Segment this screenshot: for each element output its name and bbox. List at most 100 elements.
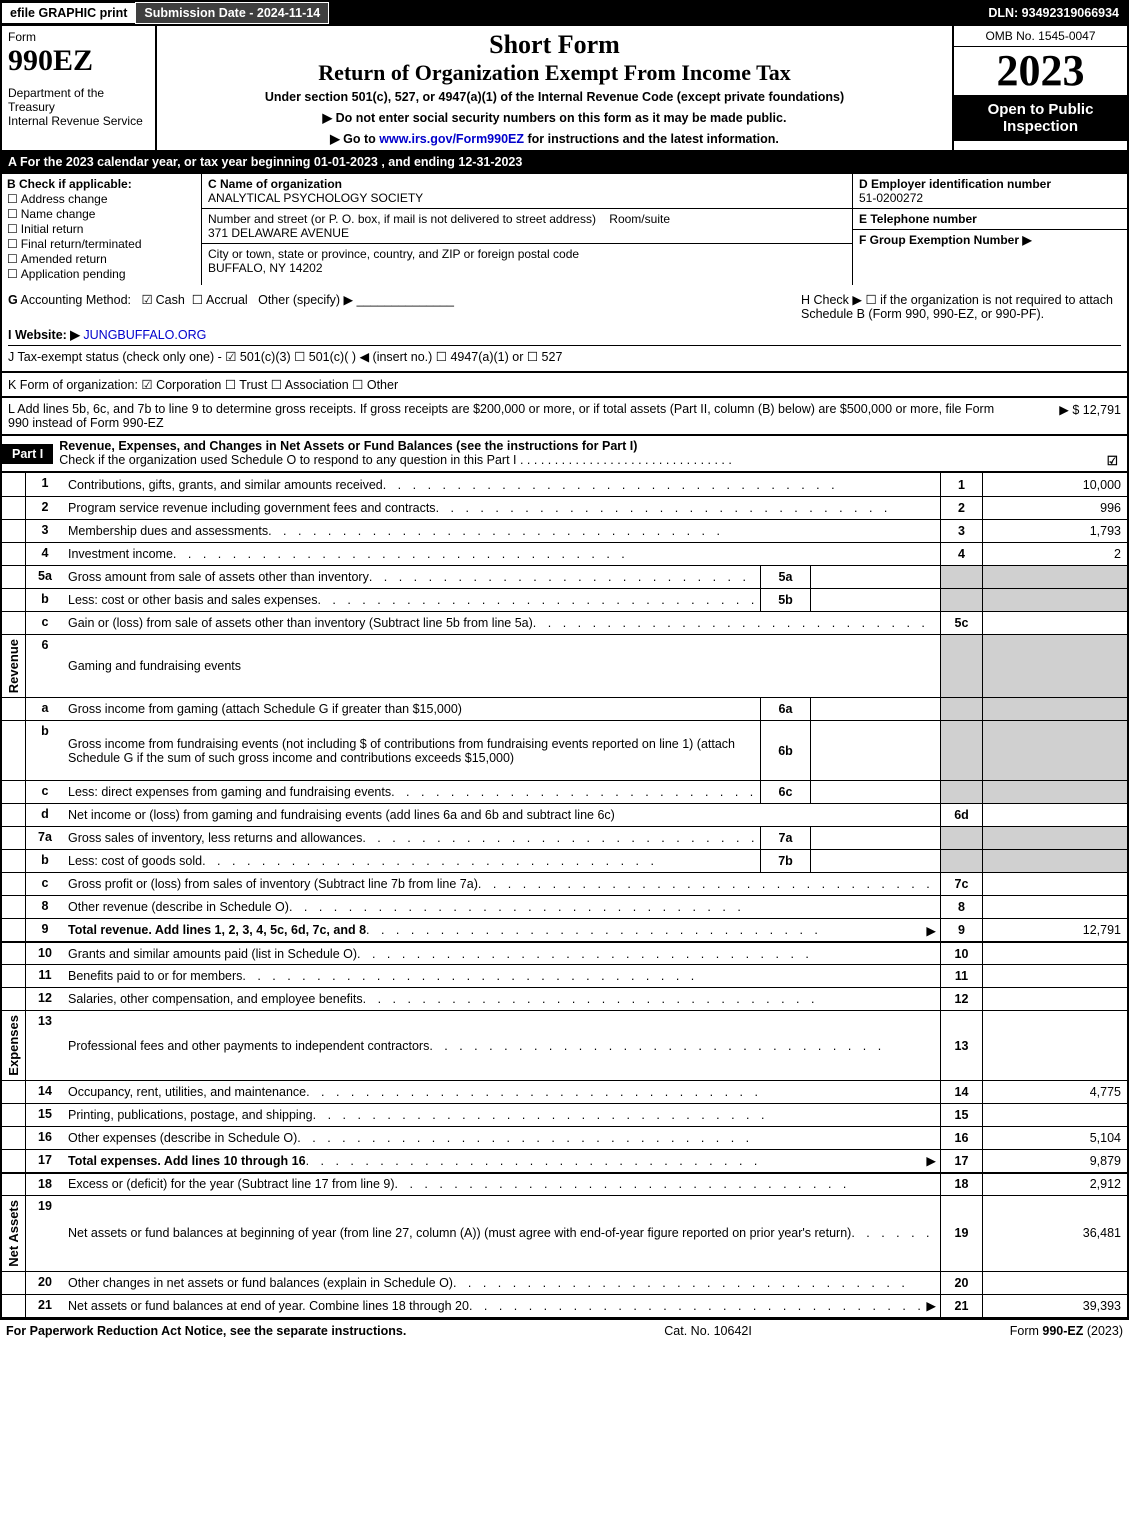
ln3-rn: 3 (940, 520, 982, 542)
arrow-icon: ▶ (926, 1298, 936, 1313)
chk-final-return[interactable]: Final return/terminated (7, 237, 196, 251)
chk-schedule-o[interactable] (1107, 453, 1121, 468)
c-name-label: C Name of organization (208, 177, 342, 191)
ln20-num: 20 (26, 1272, 64, 1294)
col-de: D Employer identification number 51-0200… (852, 174, 1127, 285)
part1-header: Part I Revenue, Expenses, and Changes in… (0, 436, 1129, 473)
line-7b: b Less: cost of goods sold. . . . . . . … (2, 849, 1127, 872)
ln15-rn: 15 (940, 1104, 982, 1126)
ln6c-mv (810, 781, 940, 803)
arrow-icon: ▶ (926, 1153, 936, 1168)
ln14-num: 14 (26, 1081, 64, 1103)
ln10-num: 10 (26, 943, 64, 964)
dots-icon: . . . . . . . . . . . . . . . . . . . . … (469, 1299, 926, 1313)
irs-link[interactable]: www.irs.gov/Form990EZ (379, 132, 524, 146)
ln1-rn: 1 (940, 473, 982, 496)
d-label: D Employer identification number (859, 177, 1051, 191)
ln5c-val (982, 612, 1127, 634)
ln10-desc: Grants and similar amounts paid (list in… (68, 947, 357, 961)
f-block: F Group Exemption Number ▶ (853, 230, 1127, 250)
tax-year: 2023 (954, 47, 1127, 95)
ln18-desc: Excess or (deficit) for the year (Subtra… (68, 1177, 395, 1191)
chk-address-change[interactable]: Address change (7, 192, 196, 206)
ln7a-val (982, 827, 1127, 849)
ln3-desc: Membership dues and assessments (68, 524, 268, 538)
ln7c-rn: 7c (940, 873, 982, 895)
dots-icon: . . . . . . . . . . . . . . . . . . . . … (362, 831, 756, 845)
chk-amended-return[interactable]: Amended return (7, 252, 196, 266)
ln21-rn: 21 (940, 1295, 982, 1317)
ln4-rn: 4 (940, 543, 982, 565)
ln6a-rn (940, 698, 982, 720)
ln6d-num: d (26, 804, 64, 826)
dots-icon: . . . . . . . . . . . . . . . . . . . . … (357, 947, 936, 961)
ln3-num: 3 (26, 520, 64, 542)
chk-initial-return[interactable]: Initial return (7, 222, 196, 236)
ln6b-mb: 6b (760, 721, 810, 780)
ln5a-rn (940, 566, 982, 588)
part1-title-text: Revenue, Expenses, and Changes in Net As… (59, 439, 637, 453)
website-link[interactable]: JUNGBUFFALO.ORG (83, 328, 206, 342)
e-label: E Telephone number (859, 212, 977, 226)
ln5b-mb: 5b (760, 589, 810, 611)
ln8-num: 8 (26, 896, 64, 918)
dots-icon: . . . . . . . . . . . . . . . . . . . . … (478, 877, 936, 891)
section-b-to-f: B Check if applicable: Address change Na… (0, 174, 1129, 285)
ln6d-rn: 6d (940, 804, 982, 826)
ln16-val: 5,104 (982, 1127, 1127, 1149)
ln6a-mv (810, 698, 940, 720)
ln18-val: 2,912 (982, 1174, 1127, 1195)
ln2-rn: 2 (940, 497, 982, 519)
form-number: 990EZ (8, 44, 149, 78)
ln21-val: 39,393 (982, 1295, 1127, 1317)
ln5c-num: c (26, 612, 64, 634)
line-6d: d Net income or (loss) from gaming and f… (2, 803, 1127, 826)
c-street-label: Number and street (or P. O. box, if mail… (208, 212, 596, 226)
top-bar: efile GRAPHIC print Submission Date - 20… (0, 0, 1129, 26)
line-19: Net Assets 19 Net assets or fund balance… (2, 1195, 1127, 1271)
header-middle: Short Form Return of Organization Exempt… (157, 26, 952, 150)
line-a: A For the 2023 calendar year, or tax yea… (0, 152, 1129, 174)
line-k: K Form of organization: ☑ Corporation ☐ … (0, 373, 1129, 398)
dots-icon: . . . . . . . . . . . . . . . . . . . . … (173, 547, 936, 561)
dots-icon: . . . . . . . . . . . . . . . . . . . . … (429, 1039, 936, 1053)
ln5b-mv (810, 589, 940, 611)
e-block: E Telephone number (853, 209, 1127, 230)
dots-icon: . . . . . . . . . . . . . . . . . . . . … (317, 593, 756, 607)
line-9: 9 Total revenue. Add lines 1, 2, 3, 4, 5… (2, 918, 1127, 941)
l-amount: ▶ $ 12,791 (1001, 402, 1121, 430)
line-4: 4 Investment income. . . . . . . . . . .… (2, 542, 1127, 565)
chk-cash[interactable] (141, 293, 155, 307)
part1-label: Part I (2, 444, 53, 464)
ln16-desc: Other expenses (describe in Schedule O) (68, 1131, 297, 1145)
line-l: L Add lines 5b, 6c, and 7b to line 9 to … (0, 398, 1129, 436)
ln5a-mb: 5a (760, 566, 810, 588)
dots-icon: . . . . . . . . . . . . . . . . . . . . … (242, 969, 936, 983)
ln6a-val (982, 698, 1127, 720)
c-city-block: City or town, state or province, country… (202, 244, 852, 278)
i-label: I Website: ▶ (8, 328, 80, 342)
ln10-rn: 10 (940, 943, 982, 964)
ln2-val: 996 (982, 497, 1127, 519)
ln17-num: 17 (26, 1150, 64, 1172)
ln5b-val (982, 589, 1127, 611)
dln-label: DLN: 93492319066934 (980, 3, 1127, 23)
chk-application-pending[interactable]: Application pending (7, 267, 196, 281)
ln8-desc: Other revenue (describe in Schedule O) (68, 900, 289, 914)
efile-label[interactable]: efile GRAPHIC print (2, 3, 135, 23)
dots-icon: . . . . . . . . . . . . . . . . . . . . … (289, 900, 936, 914)
ln6d-val (982, 804, 1127, 826)
dots-icon: . . . . . . . . . . . . . . . . . . . . … (436, 501, 936, 515)
dots-icon: . . . . . . . . . . . . . . . . . . . . … (851, 1226, 936, 1240)
ln6a-num: a (26, 698, 64, 720)
line-20: 20 Other changes in net assets or fund b… (2, 1271, 1127, 1294)
line-j: J Tax-exempt status (check only one) - ☑… (8, 345, 1121, 364)
f-label: F Group Exemption Number ▶ (859, 233, 1032, 247)
ln17-rn: 17 (940, 1150, 982, 1172)
chk-accrual[interactable] (192, 293, 206, 307)
ln7c-desc: Gross profit or (loss) from sales of inv… (68, 877, 478, 891)
part1-table: 1 Contributions, gifts, grants, and simi… (0, 473, 1129, 1319)
ln11-rn: 11 (940, 965, 982, 987)
chk-name-change[interactable]: Name change (7, 207, 196, 221)
dots-icon: . . . . . . . . . . . . . . . . . . . . … (533, 616, 936, 630)
